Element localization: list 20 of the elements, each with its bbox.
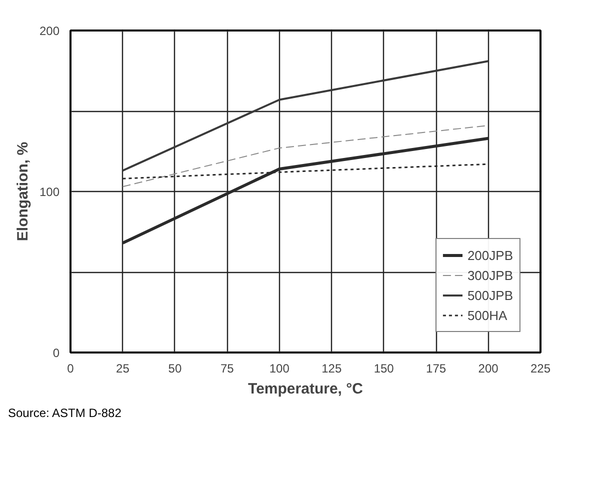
source-note: Source: ASTM D-882: [8, 405, 122, 422]
x-tick-label: 200: [478, 362, 499, 376]
y-tick-label: 0: [52, 346, 60, 360]
legend-label: 500HA: [467, 308, 508, 322]
y-axis-title: Elongation, %: [14, 142, 32, 242]
x-tick-label: 175: [426, 362, 446, 376]
x-axis-title: Temperature, °C: [248, 380, 364, 398]
y-tick-label: 100: [39, 185, 60, 199]
x-tick-label: 75: [220, 362, 234, 376]
x-tick-label: 100: [269, 362, 290, 376]
x-tick-label: 125: [322, 362, 342, 376]
x-tick-label: 0: [67, 362, 74, 376]
legend-label: 200JPB: [467, 248, 513, 262]
x-tick-label: 150: [374, 362, 394, 376]
legend-label: 500JPB: [467, 288, 513, 302]
x-tick-label: 25: [116, 362, 130, 376]
legend-label: 300JPB: [467, 268, 513, 282]
y-tick-label: 200: [39, 24, 60, 38]
x-tick-label: 225: [530, 362, 551, 376]
x-tick-label: 50: [168, 362, 182, 376]
